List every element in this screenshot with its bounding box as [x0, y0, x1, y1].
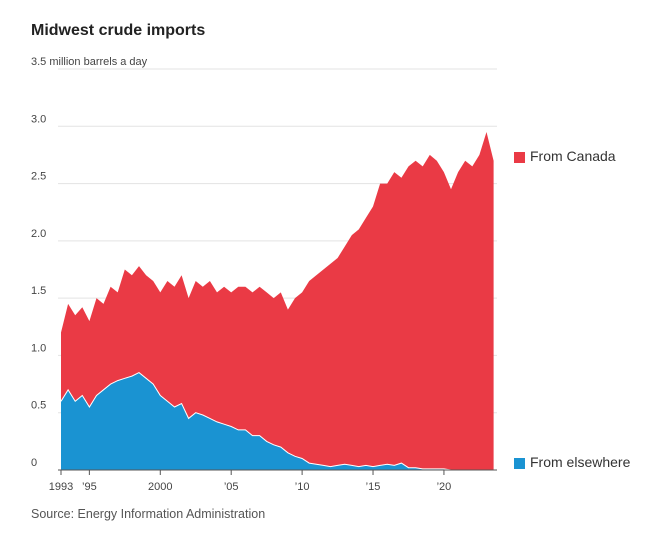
elsewhere-outline — [60, 372, 494, 471]
y-tick-label: 1.0 — [31, 342, 46, 354]
area-from-canada — [61, 132, 494, 470]
y-tick-label: 2.0 — [31, 228, 46, 240]
y-tick-label: 3.5 million barrels a day — [31, 56, 148, 68]
x-tick-label: ’95 — [82, 481, 97, 493]
legend-label-elsewhere: From elsewhere — [530, 454, 631, 470]
x-tick-label: ’20 — [437, 481, 452, 493]
x-tick-label: 1993 — [49, 481, 73, 493]
area-from-elsewhere — [61, 372, 494, 470]
y-tick-label: 3.0 — [31, 113, 46, 125]
area-series — [60, 132, 494, 471]
y-tick-label: 0.5 — [31, 400, 46, 412]
source-note: Source: Energy Information Administratio… — [31, 507, 266, 521]
x-tick-label: ’15 — [366, 481, 381, 493]
y-tick-label: 2.5 — [31, 171, 46, 183]
x-tick-labels: 1993 ’95 2000 ’05 ’10 ’15 ’20 — [49, 470, 452, 493]
chart-title: Midwest crude imports — [31, 22, 206, 39]
y-tick-label: 1.5 — [31, 285, 46, 297]
y-tick-labels: 0 0.5 1.0 1.5 2.0 2.5 3.0 3.5 million barrels a… — [31, 56, 148, 469]
x-tick-label: ’05 — [224, 481, 239, 493]
y-tick-label: 0 — [31, 457, 37, 469]
x-tick-label: ’10 — [295, 481, 310, 493]
legend-label-canada: From Canada — [530, 148, 616, 164]
x-tick-label: 2000 — [148, 481, 172, 493]
legend-swatch-canada — [514, 152, 525, 163]
legend-swatch-elsewhere — [514, 458, 525, 469]
